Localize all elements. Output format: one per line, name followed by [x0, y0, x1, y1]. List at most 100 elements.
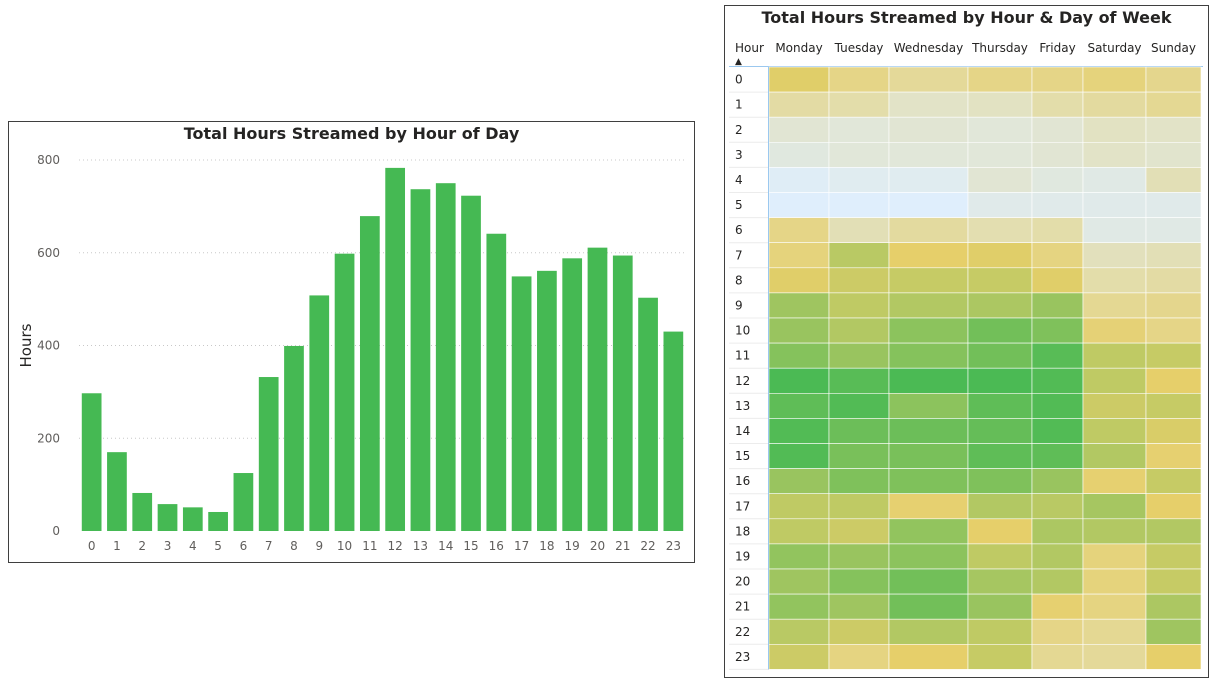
heat-cell[interactable]: [1082, 66, 1147, 93]
bar-hour-4[interactable]: [182, 507, 203, 531]
heat-cell[interactable]: [967, 217, 1033, 244]
heat-cell[interactable]: [828, 217, 890, 244]
bar-hour-17[interactable]: [511, 276, 532, 531]
heat-cell[interactable]: [1145, 116, 1202, 143]
heat-cell[interactable]: [1031, 392, 1084, 419]
heat-cell[interactable]: [1082, 493, 1147, 520]
column-header-sunday[interactable]: Sunday: [1151, 41, 1196, 55]
heat-cell[interactable]: [1082, 91, 1147, 118]
heat-cell[interactable]: [1082, 192, 1147, 218]
heat-cell[interactable]: [967, 618, 1033, 645]
heat-cell[interactable]: [828, 342, 890, 369]
bar-hour-10[interactable]: [334, 253, 355, 532]
heat-cell[interactable]: [1145, 342, 1202, 369]
heat-cell[interactable]: [828, 593, 890, 620]
heat-cell[interactable]: [967, 267, 1033, 294]
heat-cell[interactable]: [1031, 593, 1084, 620]
heat-cell[interactable]: [768, 192, 830, 218]
heat-cell[interactable]: [1031, 167, 1084, 193]
heat-cell[interactable]: [768, 593, 830, 620]
heat-cell[interactable]: [888, 493, 969, 520]
heat-cell[interactable]: [1031, 443, 1084, 469]
heat-cell[interactable]: [888, 242, 969, 269]
heat-cell[interactable]: [1145, 418, 1202, 444]
heat-cell[interactable]: [1145, 217, 1202, 244]
heat-cell[interactable]: [828, 568, 890, 595]
heat-cell[interactable]: [967, 418, 1033, 444]
heat-cell[interactable]: [888, 593, 969, 620]
heat-cell[interactable]: [1031, 643, 1084, 670]
heat-cell[interactable]: [828, 267, 890, 294]
heat-cell[interactable]: [1145, 568, 1202, 595]
heat-cell[interactable]: [1031, 618, 1084, 645]
heat-cell[interactable]: [828, 91, 890, 118]
heat-cell[interactable]: [888, 568, 969, 595]
heat-cell[interactable]: [768, 142, 830, 168]
heat-cell[interactable]: [768, 116, 830, 143]
heat-cell[interactable]: [1031, 66, 1084, 93]
sort-ascending-icon[interactable]: ▲: [735, 57, 742, 67]
heat-cell[interactable]: [1031, 217, 1084, 244]
bar-hour-20[interactable]: [587, 247, 608, 531]
column-header-thursday[interactable]: Thursday: [971, 41, 1028, 55]
heat-cell[interactable]: [1145, 443, 1202, 469]
column-header-friday[interactable]: Friday: [1039, 41, 1075, 55]
heat-cell[interactable]: [888, 342, 969, 369]
heat-cell[interactable]: [1031, 543, 1084, 570]
heat-cell[interactable]: [888, 392, 969, 419]
bar-hour-0[interactable]: [81, 393, 102, 531]
bar-hour-15[interactable]: [461, 195, 481, 531]
heat-cell[interactable]: [967, 543, 1033, 570]
heat-cell[interactable]: [1145, 367, 1202, 394]
heat-cell[interactable]: [1082, 217, 1147, 244]
heat-cell[interactable]: [768, 66, 830, 93]
heat-cell[interactable]: [967, 142, 1033, 168]
heat-cell[interactable]: [967, 292, 1033, 319]
heat-cell[interactable]: [1082, 267, 1147, 294]
heat-cell[interactable]: [768, 568, 830, 595]
heat-cell[interactable]: [828, 518, 890, 545]
heat-cell[interactable]: [1082, 392, 1147, 419]
heat-cell[interactable]: [967, 392, 1033, 419]
heat-cell[interactable]: [1082, 543, 1147, 570]
heat-cell[interactable]: [967, 593, 1033, 620]
bar-hour-12[interactable]: [385, 167, 406, 531]
heat-cell[interactable]: [1082, 116, 1147, 143]
heat-cell[interactable]: [1082, 292, 1147, 319]
heat-cell[interactable]: [828, 167, 890, 193]
row-header-label[interactable]: Hour: [735, 41, 764, 55]
heat-cell[interactable]: [1145, 643, 1202, 670]
heat-cell[interactable]: [1031, 468, 1084, 495]
heat-cell[interactable]: [1031, 242, 1084, 269]
heat-cell[interactable]: [967, 443, 1033, 469]
heat-cell[interactable]: [967, 493, 1033, 520]
bar-hour-14[interactable]: [435, 183, 456, 531]
heat-cell[interactable]: [828, 317, 890, 344]
heat-cell[interactable]: [888, 167, 969, 193]
heat-cell[interactable]: [967, 317, 1033, 344]
heat-cell[interactable]: [1145, 66, 1202, 93]
heat-cell[interactable]: [967, 568, 1033, 595]
heat-cell[interactable]: [828, 643, 890, 670]
heat-cell[interactable]: [1145, 242, 1202, 269]
heat-cell[interactable]: [1082, 317, 1147, 344]
heat-cell[interactable]: [1031, 367, 1084, 394]
heat-cell[interactable]: [888, 418, 969, 444]
heat-cell[interactable]: [888, 618, 969, 645]
bar-hour-6[interactable]: [233, 473, 254, 531]
heat-cell[interactable]: [888, 66, 969, 93]
bar-hour-18[interactable]: [537, 270, 557, 531]
heat-cell[interactable]: [828, 192, 890, 218]
heat-cell[interactable]: [1145, 493, 1202, 520]
bar-hour-1[interactable]: [107, 452, 127, 531]
heat-cell[interactable]: [888, 543, 969, 570]
heat-cell[interactable]: [1031, 91, 1084, 118]
bar-hour-22[interactable]: [638, 297, 658, 531]
bar-hour-8[interactable]: [284, 345, 304, 531]
bar-hour-2[interactable]: [132, 492, 153, 531]
heat-cell[interactable]: [888, 217, 969, 244]
heat-cell[interactable]: [967, 66, 1033, 93]
heat-cell[interactable]: [1145, 292, 1202, 319]
bar-hour-13[interactable]: [410, 189, 431, 531]
heat-cell[interactable]: [768, 91, 830, 118]
